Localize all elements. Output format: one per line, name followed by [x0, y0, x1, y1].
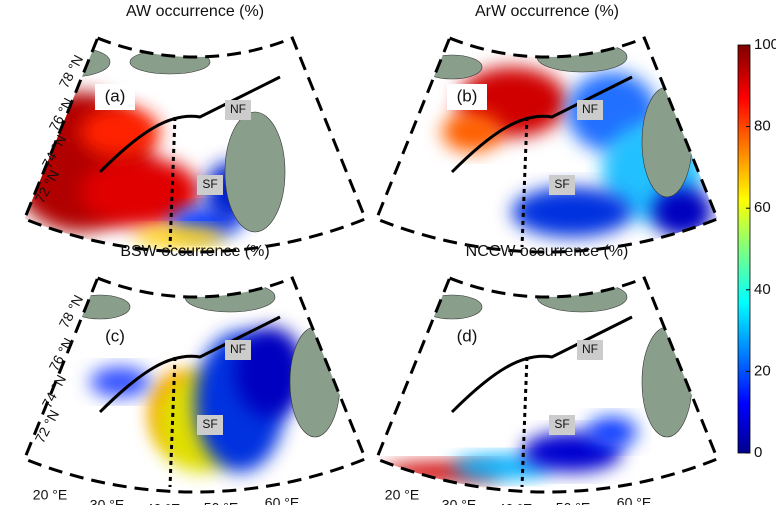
panel-label-box [95, 324, 135, 350]
lon-label: 50 °E [556, 500, 590, 505]
panel-label-box [447, 84, 487, 110]
lon-label: 40 °E [498, 501, 532, 505]
panel-label: (b) [457, 86, 478, 105]
marker-box [197, 175, 223, 195]
front-line [98, 315, 281, 414]
panel-title: NCCW occurrence (%) [466, 243, 629, 260]
panel-title: BSW occurrence (%) [120, 243, 269, 260]
land [224, 111, 286, 233]
land [641, 86, 693, 198]
marker-label: NF [230, 342, 246, 356]
map-panel: ArW occurrence (%) (b) NF SF [374, 3, 720, 254]
occurrence-field [442, 112, 502, 152]
land [129, 49, 211, 75]
panel-label: (d) [457, 326, 478, 345]
colorbar [737, 44, 751, 454]
lon-label: 20 °E [385, 487, 419, 503]
lon-label: 30 °E [442, 497, 476, 505]
colorbar-tick-label: 0 [754, 444, 762, 461]
map-frame [374, 276, 720, 494]
occurrence-field [235, 327, 305, 417]
marker-label: NF [582, 342, 598, 356]
section-line [520, 116, 529, 248]
map-frame [374, 36, 720, 254]
land [536, 41, 628, 73]
marker-label: NF [582, 102, 598, 116]
panel-title: ArW occurrence (%) [475, 3, 619, 20]
marker-label: SF [202, 177, 217, 191]
section-line [168, 116, 177, 248]
marker-box [549, 175, 575, 195]
lon-label: 50 °E [204, 500, 238, 505]
occurrence-field [512, 187, 632, 237]
marker-box [577, 340, 603, 360]
marker-label: NF [230, 102, 246, 116]
marker-label: SF [554, 417, 569, 431]
lon-label: 60 °E [617, 495, 651, 505]
marker-label: SF [202, 417, 217, 431]
colorbar-tick-label: 40 [754, 281, 771, 298]
map-frame [22, 276, 368, 494]
land [421, 54, 483, 80]
land [289, 326, 341, 438]
land [641, 326, 693, 438]
section-line [168, 356, 177, 488]
occurrence-field [80, 157, 200, 227]
land [184, 281, 276, 313]
colorbar-tick-label: 20 [754, 362, 771, 379]
marker-box [197, 415, 223, 435]
occurrence-field [652, 187, 712, 237]
lon-label: 20 °E [33, 487, 67, 503]
panel-label: (a) [105, 86, 126, 105]
panel-label-box [95, 84, 135, 110]
occurrence-field [452, 455, 552, 479]
marker-label: SF [554, 177, 569, 191]
lon-label: 30 °E [90, 497, 124, 505]
marker-box [225, 100, 251, 120]
colorbar-tick-label: 80 [754, 118, 771, 135]
land [421, 294, 483, 320]
occurrence-field [90, 367, 150, 397]
land [536, 281, 628, 313]
front-line [450, 315, 633, 414]
marker-box [225, 340, 251, 360]
map-frame [22, 36, 368, 254]
front-line [98, 75, 281, 174]
marker-box [549, 415, 575, 435]
lon-label: 60 °E [265, 495, 299, 505]
colorbar-tick-label: 100 [754, 36, 776, 53]
panel-label-box [447, 324, 487, 350]
panel-label: (c) [105, 326, 125, 345]
occurrence-field [135, 227, 225, 247]
section-line [520, 356, 529, 488]
occurrence-field [587, 417, 637, 447]
lon-label: 40 °E [146, 501, 180, 505]
marker-box [577, 100, 603, 120]
map-panel: NCCW occurrence (%) (d) NF SF 20 °E 30 °E 40 °… [374, 243, 720, 510]
colorbar-tick-label: 60 [754, 199, 771, 216]
panel-title: AW occurrence (%) [126, 3, 264, 20]
occurrence-field [80, 107, 160, 157]
front-line [450, 75, 633, 174]
